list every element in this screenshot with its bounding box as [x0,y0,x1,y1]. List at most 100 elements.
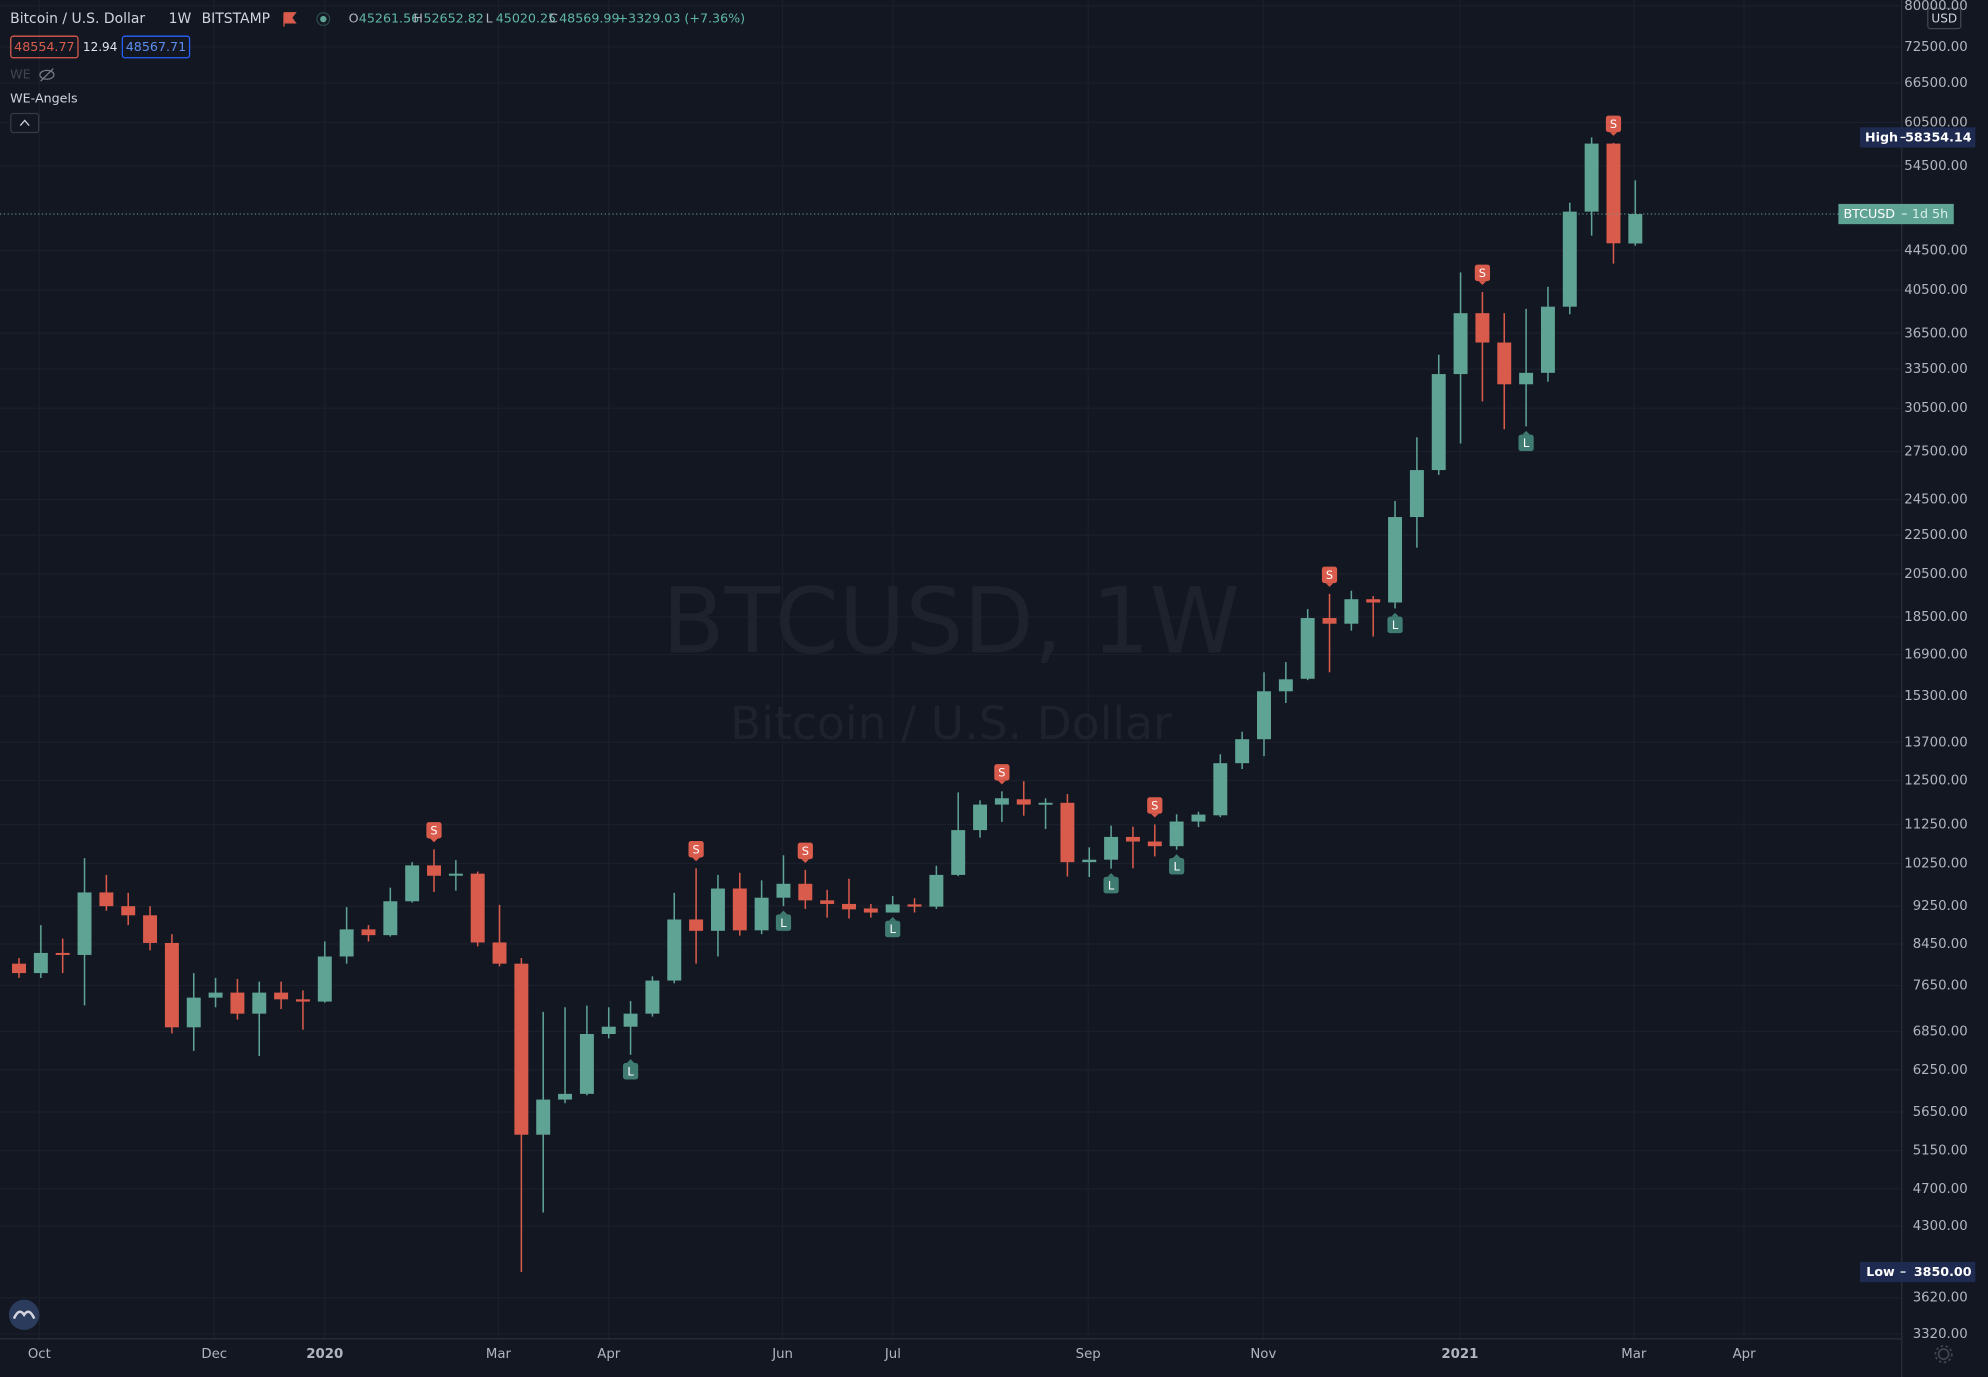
y-tick-label: 44500.00 [1904,244,1967,259]
y-tick-label: 8450.00 [1913,937,1968,952]
y-tick-label: 4700.00 [1913,1182,1968,1197]
x-tick-label: Dec [201,1347,227,1362]
currency-box[interactable] [1927,7,1962,30]
y-tick-label: 6850.00 [1913,1025,1968,1040]
signal-pointer [1150,813,1159,818]
signal-label: S [1479,266,1486,280]
candle-body [536,1099,551,1135]
flag-icon[interactable] [283,12,297,27]
x-tick-label: Jun [771,1347,793,1362]
signal-pointer [1172,854,1181,858]
y-tick-label: 20500.00 [1904,567,1967,582]
candle-body [252,992,267,1014]
settings-icon[interactable] [1934,1345,1953,1364]
candle-body [77,892,92,955]
candle-body [143,915,158,943]
candle-body [492,942,507,964]
signal-pointer [430,838,438,843]
exchange[interactable]: BITSTAMP [202,11,270,27]
candle-body [623,1013,638,1027]
high-value: 58354.14 [1905,130,1972,145]
price-label-countdown: 1d 5h [1912,206,1948,221]
candle-body [929,874,944,907]
candle-body [1235,739,1250,764]
indicator-short[interactable]: WE [10,66,31,81]
ohlc-value: 52652.82 [423,11,483,26]
y-tick-label: 16900.00 [1904,648,1967,663]
signal-marker: L [1518,430,1534,452]
y-tick-label: 40500.00 [1904,283,1967,298]
signal-marker: S [688,841,704,862]
candle-body [798,883,813,901]
signal-label: S [998,765,1005,779]
candle-body [776,883,791,898]
y-tick-label: 15300.00 [1904,689,1967,704]
signal-pointer [1609,132,1618,136]
candle-body [427,865,441,876]
price-label-box [1838,203,1954,225]
ohlc-legend: O 45261.56H 52652.82 L 45020.25C 48569.99+332… [349,11,745,26]
candle-body [1497,342,1512,385]
y-tick-label: 5650.00 [1913,1105,1968,1120]
candle-body [558,1093,573,1100]
bid-box[interactable] [10,35,79,59]
candle-body [295,999,310,1002]
candle-body [1278,679,1293,692]
candle-body [1322,618,1337,624]
signal-label: L [1108,878,1115,892]
ask-box[interactable] [121,35,191,59]
status-ring [316,12,331,27]
status-dot [320,15,327,23]
signal-label: S [430,823,437,837]
candle-body [1344,599,1359,624]
candle-body [1038,802,1053,805]
spread: 12.94 [83,40,117,54]
y-tick-label: 66500.00 [1904,76,1967,91]
ohlc-letter: O [349,11,359,26]
signal-marker: S [994,764,1010,785]
signal-label: L [1523,436,1530,450]
x-tick-label: Nov [1250,1347,1276,1362]
candle-body [1147,841,1162,847]
y-tick-label: 6250.00 [1913,1063,1968,1078]
currency[interactable]: USD [1931,12,1957,26]
candle-body [339,929,354,957]
y-tick-label: 36500.00 [1904,326,1967,341]
signal-pointer [692,857,700,862]
x-tick-label: Sep [1076,1347,1101,1362]
x-tick-label: Jul [884,1347,901,1362]
candle-body [1628,214,1643,244]
x-tick-label: Mar [486,1347,512,1362]
signal-badge [797,842,813,860]
collapse-button[interactable] [10,112,40,134]
candle-body [1169,821,1184,847]
y-tick-label: 12500.00 [1904,774,1967,789]
hide-icon[interactable] [39,68,55,82]
ask[interactable]: 48567.71 [126,39,186,54]
y-tick-label: 24500.00 [1904,493,1967,508]
candle-body [383,901,398,936]
signal-badge [622,1062,639,1080]
ohlc-letter: L [486,11,493,26]
signal-marker: L [1169,854,1185,875]
candle-body [448,873,463,876]
high-label-box [1859,127,1976,148]
bid[interactable]: 48554.77 [14,39,74,54]
candle-body [514,963,529,1135]
low-value: 3850.00 [1914,1264,1972,1279]
candle-body [754,897,769,931]
symbol-title[interactable]: Bitcoin / U.S. Dollar [10,11,145,27]
signal-label: S [692,842,699,856]
candle-body [1431,374,1446,471]
candle-body [1562,211,1577,307]
signal-pointer [1478,281,1487,285]
signal-pointer [1107,873,1115,877]
candle-body [973,804,988,831]
interval[interactable]: 1W [169,11,192,27]
logo[interactable] [8,1299,40,1331]
low-label: Low [1866,1264,1895,1279]
x-tick-label: Apr [1733,1347,1757,1362]
indicator-name[interactable]: WE-Angels [10,90,77,105]
candle-body [1366,599,1381,603]
